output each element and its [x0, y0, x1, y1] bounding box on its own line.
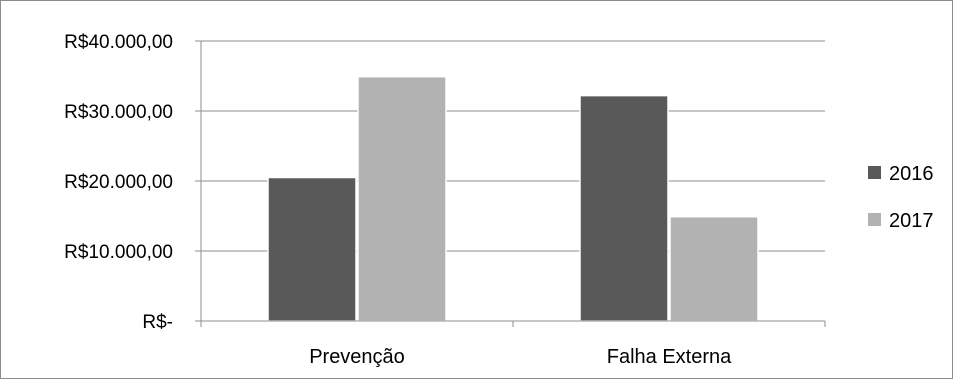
legend: 2016 2017 — [868, 163, 934, 232]
y-tick-label: R$40.000,00 — [64, 32, 173, 53]
bar-2017-falha-externa — [669, 215, 759, 322]
bar-2017-prevencao — [357, 75, 447, 322]
legend-swatch — [868, 213, 881, 226]
y-tick-label: R$30.000,00 — [64, 102, 173, 123]
bar-2016-falha-externa — [579, 94, 669, 322]
legend-label: 2016 — [889, 163, 934, 185]
bar-2016-prevencao — [267, 176, 357, 322]
category-label: Prevenção — [309, 346, 405, 368]
category-labels: Prevenção Falha Externa — [309, 346, 732, 368]
y-tick-label: R$- — [142, 312, 173, 333]
category-label: Falha Externa — [607, 346, 732, 368]
bars — [267, 75, 759, 322]
y-tick-label: R$20.000,00 — [64, 172, 173, 193]
legend-swatch — [868, 166, 881, 179]
y-tick-label: R$10.000,00 — [64, 242, 173, 263]
y-tick-labels: R$- R$10.000,00 R$20.000,00 R$30.000,00 R$40… — [64, 32, 201, 333]
legend-label: 2017 — [889, 210, 934, 232]
